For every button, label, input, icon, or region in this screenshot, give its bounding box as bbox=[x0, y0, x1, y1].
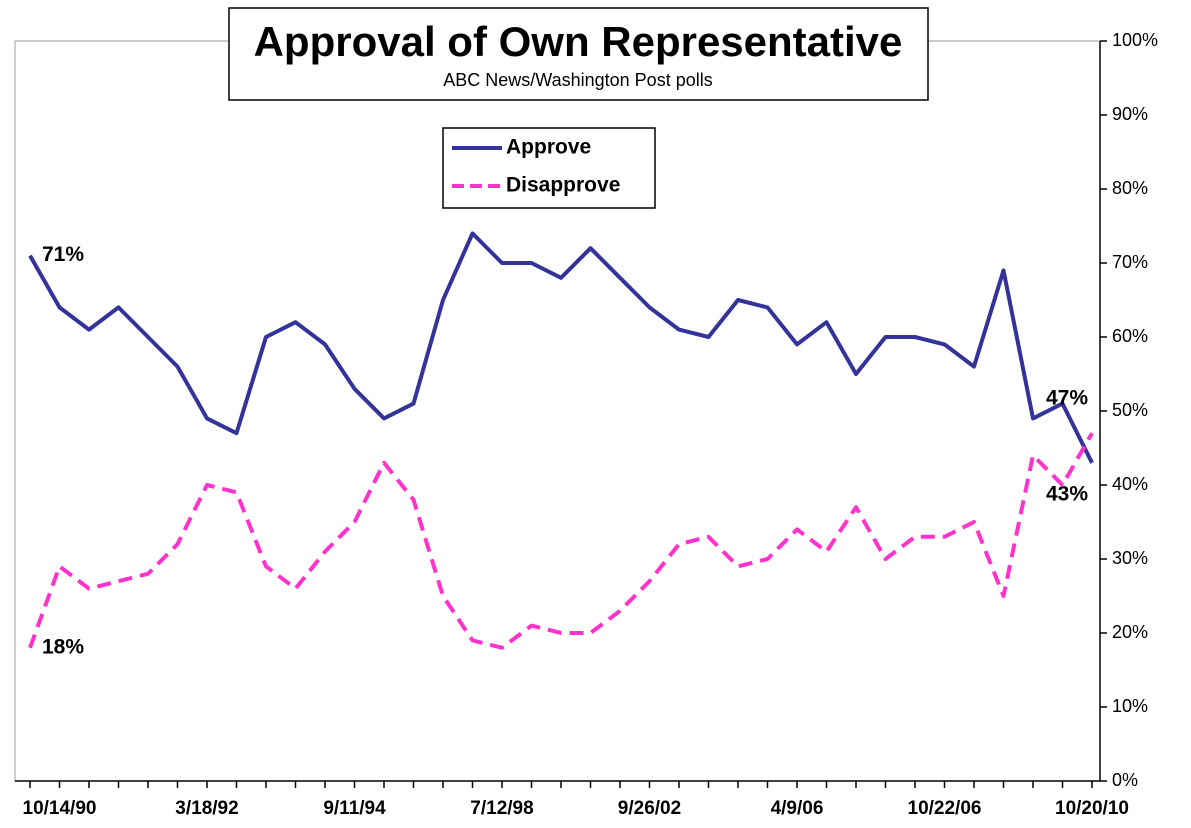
data-label: 47% bbox=[1046, 387, 1088, 410]
y-tick-label: 70% bbox=[1112, 252, 1148, 272]
y-tick-label: 100% bbox=[1112, 30, 1158, 50]
y-tick-label: 50% bbox=[1112, 400, 1148, 420]
title-box bbox=[228, 7, 929, 101]
series-line bbox=[28, 231, 1094, 464]
y-tick-label: 30% bbox=[1112, 548, 1148, 568]
x-tick-label: 4/9/06 bbox=[771, 798, 824, 819]
y-tick-label: 80% bbox=[1112, 178, 1148, 198]
data-label: 71% bbox=[42, 243, 84, 266]
series-line bbox=[28, 432, 1094, 650]
chart-subtitle: ABC News/Washington Post polls bbox=[443, 70, 712, 90]
x-tick-label: 10/14/90 bbox=[23, 798, 97, 819]
legend-box bbox=[442, 127, 656, 209]
y-tick-label: 20% bbox=[1112, 622, 1148, 642]
x-tick-label: 3/18/92 bbox=[175, 798, 238, 819]
legend-label: Disapprove bbox=[506, 174, 620, 197]
chart-title: Approval of Own Representative bbox=[254, 18, 903, 65]
x-tick-label: 9/26/02 bbox=[618, 798, 681, 819]
y-tick-label: 10% bbox=[1112, 696, 1148, 716]
y-tick-label: 60% bbox=[1112, 326, 1148, 346]
x-tick-label: 7/12/98 bbox=[470, 798, 533, 819]
y-tick-label: 40% bbox=[1112, 474, 1148, 494]
x-tick-label: 9/11/94 bbox=[323, 798, 386, 819]
legend-label: Approve bbox=[506, 136, 591, 159]
x-tick-label: 10/22/06 bbox=[908, 798, 982, 819]
y-tick-label: 90% bbox=[1112, 104, 1148, 124]
y-tick-label: 0% bbox=[1112, 770, 1138, 790]
data-label: 18% bbox=[42, 635, 84, 658]
data-label: 43% bbox=[1046, 482, 1088, 505]
x-tick-label: 10/20/10 bbox=[1055, 798, 1129, 819]
